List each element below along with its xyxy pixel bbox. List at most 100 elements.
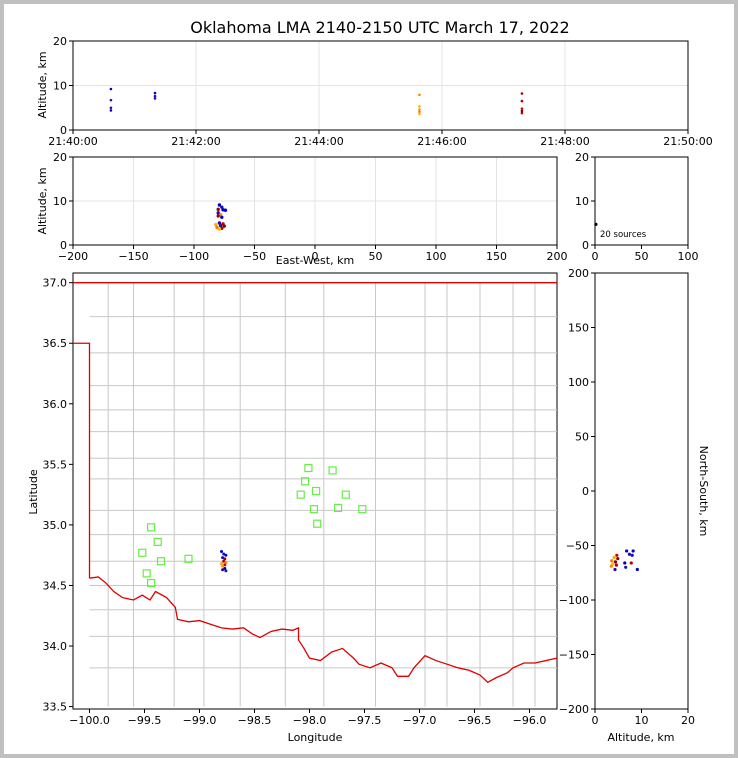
map-panel-xtick-label: −97.0 bbox=[403, 714, 437, 727]
time-panel-xtick-label: 21:50:00 bbox=[663, 135, 712, 148]
map-panel-xtick-label: −99.0 bbox=[183, 714, 217, 727]
time-altitude-point bbox=[520, 99, 524, 103]
east-west-altitude-point bbox=[217, 227, 222, 231]
time-altitude-point bbox=[520, 111, 524, 115]
map-panel-xtick-label: −99.5 bbox=[128, 714, 162, 727]
ns-panel-ytick-label: −200 bbox=[559, 703, 589, 716]
east-west-altitude-point bbox=[217, 203, 222, 207]
ns-panel-xtick-label: 10 bbox=[635, 714, 649, 727]
map-panel-ytick-label: 36.5 bbox=[43, 337, 68, 350]
east-west-altitude-point bbox=[217, 221, 222, 225]
lma-figure: Oklahoma LMA 2140-2150 UTC March 17, 202… bbox=[27, 18, 713, 744]
ew-panel-ytick-label: 10 bbox=[53, 195, 67, 208]
altitude-north-south-panel bbox=[594, 272, 689, 710]
station-marker bbox=[142, 569, 151, 578]
station-marker bbox=[296, 490, 305, 499]
east-west-altitude-point bbox=[216, 211, 220, 215]
east-west-altitude-point bbox=[216, 207, 220, 212]
east-west-altitude-point bbox=[220, 215, 224, 219]
time-panel-ylabel: Altitude, km bbox=[36, 51, 49, 118]
map-ylabel: Latitude bbox=[27, 469, 40, 515]
map-panel-ytick-label: 36.0 bbox=[43, 398, 68, 411]
map-panel-xtick-label: −98.5 bbox=[238, 714, 272, 727]
station-marker bbox=[147, 523, 156, 532]
map-panel-ytick-label: 34.0 bbox=[43, 640, 68, 653]
time-altitude-point bbox=[153, 94, 157, 98]
ns-panel-ytick-label: 200 bbox=[568, 267, 589, 280]
ew-panel-xlabel: East-West, km bbox=[276, 254, 354, 267]
ew-panel-ytick-label: 0 bbox=[60, 239, 67, 252]
map-panel-ytick-label: 33.5 bbox=[43, 701, 68, 714]
map-panel-xtick-label: −96.0 bbox=[513, 714, 547, 727]
station-marker bbox=[358, 505, 367, 514]
time-altitude-point bbox=[418, 105, 421, 108]
altitude-north-south-point bbox=[616, 556, 620, 561]
plan-view-point bbox=[221, 564, 225, 568]
east-west-altitude-point bbox=[218, 223, 223, 228]
ew-panel-xtick-label: 50 bbox=[369, 250, 383, 263]
altitude-north-south-point bbox=[615, 553, 619, 557]
time-altitude-point bbox=[153, 97, 157, 100]
ns-panel-ytick-label: 50 bbox=[575, 431, 589, 444]
time-altitude-point bbox=[418, 112, 421, 116]
hist-panel-xtick-label: 0 bbox=[592, 250, 599, 263]
map-panel-xtick-label: −96.5 bbox=[458, 714, 492, 727]
ns-panel-xlabel: Altitude, km bbox=[607, 731, 674, 744]
altitude-north-south-point bbox=[627, 552, 632, 556]
ew-panel-xtick-label: −100 bbox=[179, 250, 209, 263]
ew-panel-xtick-label: 150 bbox=[486, 250, 507, 263]
east-west-altitude-point bbox=[223, 208, 228, 212]
map-panel-ytick-label: 34.5 bbox=[43, 579, 68, 592]
hist-panel-xtick-label: 100 bbox=[678, 250, 699, 263]
map-panel-xtick-label: −97.5 bbox=[348, 714, 382, 727]
station-marker bbox=[184, 554, 193, 563]
plan-view-point bbox=[224, 560, 228, 564]
station-marker bbox=[328, 466, 337, 475]
time-panel-xtick-label: 21:40:00 bbox=[48, 135, 97, 148]
time-altitude-point bbox=[109, 98, 113, 102]
ew-panel-ylabel: Altitude, km bbox=[36, 167, 49, 234]
altitude-north-south-point bbox=[629, 561, 633, 565]
altitude-north-south-point bbox=[631, 549, 635, 553]
ew-panel-xtick-label: −200 bbox=[58, 250, 88, 263]
station-marker bbox=[334, 503, 343, 513]
time-altitude-point bbox=[418, 108, 421, 111]
ew-panel-xtick-label: 0 bbox=[312, 250, 319, 263]
altitude-north-south-point bbox=[614, 563, 618, 567]
station-marker bbox=[304, 463, 313, 473]
time-panel-xtick-label: 21:42:00 bbox=[171, 135, 220, 148]
station-marker bbox=[138, 548, 147, 557]
altitude-north-south-point bbox=[624, 565, 628, 569]
station-marker bbox=[301, 477, 310, 486]
east-west-altitude-point bbox=[214, 223, 218, 227]
time-altitude-point bbox=[418, 93, 421, 97]
time-altitude-point bbox=[109, 106, 113, 110]
time-panel-ytick-label: 0 bbox=[60, 124, 67, 137]
station-marker bbox=[309, 505, 318, 514]
ns-panel-ytick-label: 150 bbox=[568, 322, 589, 335]
altitude-north-south-point bbox=[630, 553, 634, 557]
plan-view-point bbox=[221, 568, 225, 572]
ew-panel-xtick-label: −50 bbox=[243, 250, 266, 263]
source-count-annotation: 20 sources bbox=[600, 230, 647, 240]
state-boundary-west bbox=[73, 342, 91, 579]
ns-panel-xtick-label: 0 bbox=[592, 714, 599, 727]
east-west-altitude-point bbox=[222, 224, 226, 228]
time-panel-xtick-label: 21:44:00 bbox=[294, 135, 343, 148]
figure-canvas: Oklahoma LMA 2140-2150 UTC March 17, 202… bbox=[4, 4, 734, 754]
plan-view-point bbox=[222, 559, 226, 563]
altitude-north-south-point bbox=[610, 559, 614, 563]
map-xlabel: Longitude bbox=[288, 731, 343, 744]
station-marker bbox=[147, 578, 156, 588]
altitude-north-south-point bbox=[625, 549, 629, 553]
altitude-north-south-point bbox=[613, 560, 618, 564]
plan-view-point bbox=[223, 563, 227, 567]
map-panel-ytick-label: 35.0 bbox=[43, 519, 68, 532]
ns-panel-ytick-label: −50 bbox=[566, 540, 589, 553]
plan-view-point bbox=[223, 567, 227, 571]
time-altitude-point bbox=[153, 91, 157, 95]
ns-panel-ytick-label: −150 bbox=[559, 649, 589, 662]
station-marker bbox=[341, 490, 350, 499]
time-altitude-point bbox=[109, 87, 113, 91]
altitude-north-south-point bbox=[613, 567, 617, 572]
